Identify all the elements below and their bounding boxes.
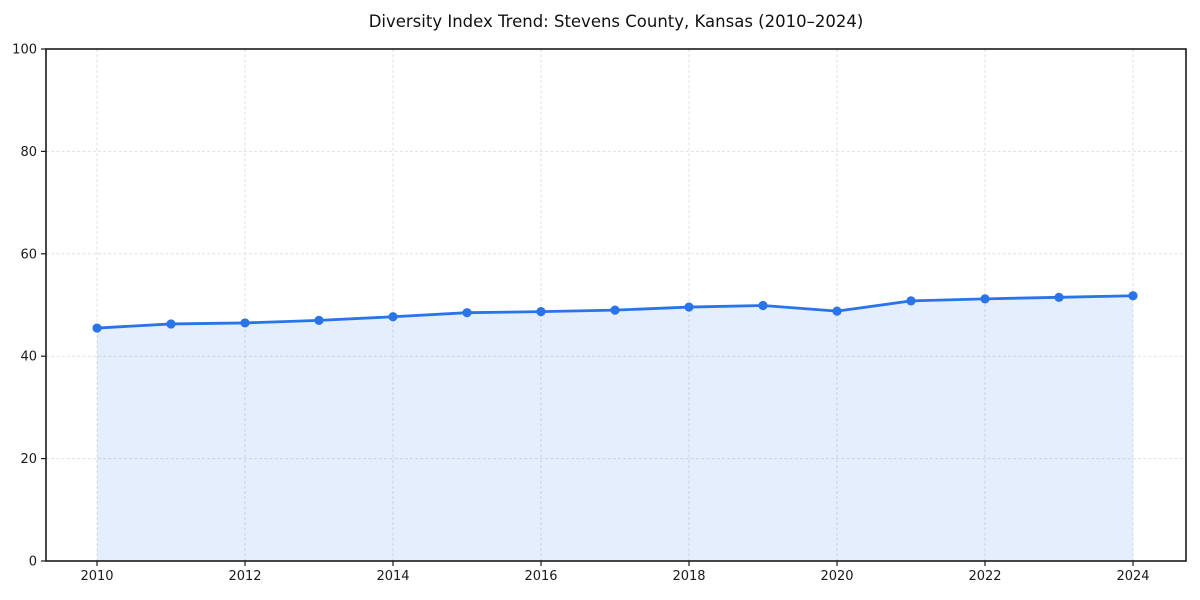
data-point-marker <box>536 307 546 317</box>
x-tick-label: 2022 <box>968 569 1001 584</box>
data-point-marker <box>980 294 990 304</box>
x-tick-label: 2018 <box>672 569 705 584</box>
data-point-marker <box>906 296 916 306</box>
data-point-marker <box>832 306 842 316</box>
plot-border <box>45 48 1187 562</box>
y-tick-label: 80 <box>20 145 37 160</box>
data-point-marker <box>1128 291 1138 301</box>
data-point-marker <box>92 323 102 333</box>
x-tick-label: 2014 <box>376 569 409 584</box>
data-point-marker <box>240 318 250 328</box>
x-tick-label: 2024 <box>1116 569 1149 584</box>
y-tick-label: 40 <box>20 350 37 365</box>
data-point-marker <box>1054 292 1064 302</box>
x-tick-label: 2010 <box>80 569 113 584</box>
area-fill <box>97 295 1133 561</box>
data-point-marker <box>684 302 694 312</box>
data-point-marker <box>388 312 398 322</box>
data-point-marker <box>462 308 472 318</box>
data-point-marker <box>314 315 324 325</box>
y-tick-label: 0 <box>29 555 37 570</box>
x-tick-label: 2012 <box>228 569 261 584</box>
data-point-marker <box>758 300 768 311</box>
y-tick-label: 20 <box>20 452 37 467</box>
y-tick-label: 60 <box>20 247 37 262</box>
data-point-marker <box>610 305 620 315</box>
x-tick-label: 2020 <box>820 569 853 584</box>
chart-title: Diversity Index Trend: Stevens County, K… <box>368 12 864 31</box>
x-tick-label: 2016 <box>524 569 557 584</box>
y-tick-label: 100 <box>12 43 37 58</box>
data-point-marker <box>166 319 176 329</box>
